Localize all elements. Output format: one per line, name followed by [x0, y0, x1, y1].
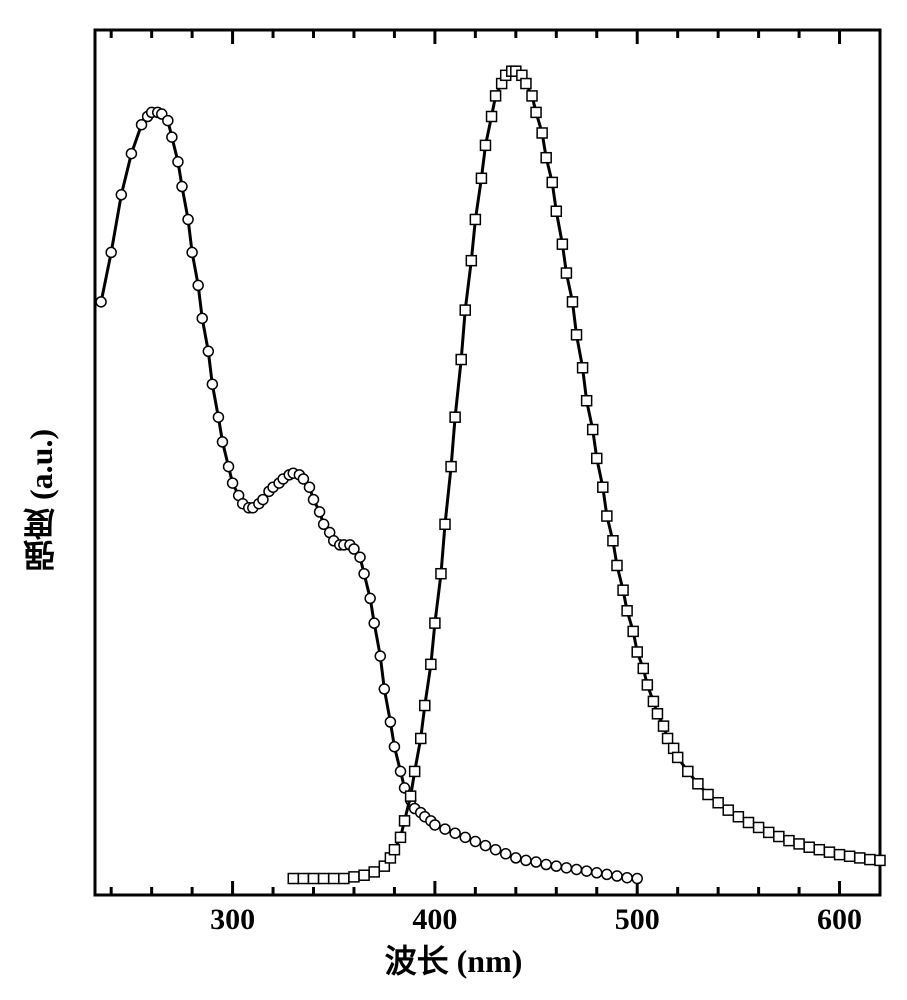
- x-tick-label: 400: [395, 903, 475, 937]
- x-tick-label: 600: [800, 903, 880, 937]
- spectrum-chart: 强度 (a.u.) 波长 (nm) 300 400 500 600: [0, 0, 907, 1000]
- y-axis-label: 强度 (a.u.): [18, 0, 64, 1000]
- x-tick-label: 300: [193, 903, 273, 937]
- chart-svg: [0, 0, 907, 1000]
- x-axis-label: 波长 (nm): [0, 936, 907, 982]
- x-tick-label: 500: [597, 903, 677, 937]
